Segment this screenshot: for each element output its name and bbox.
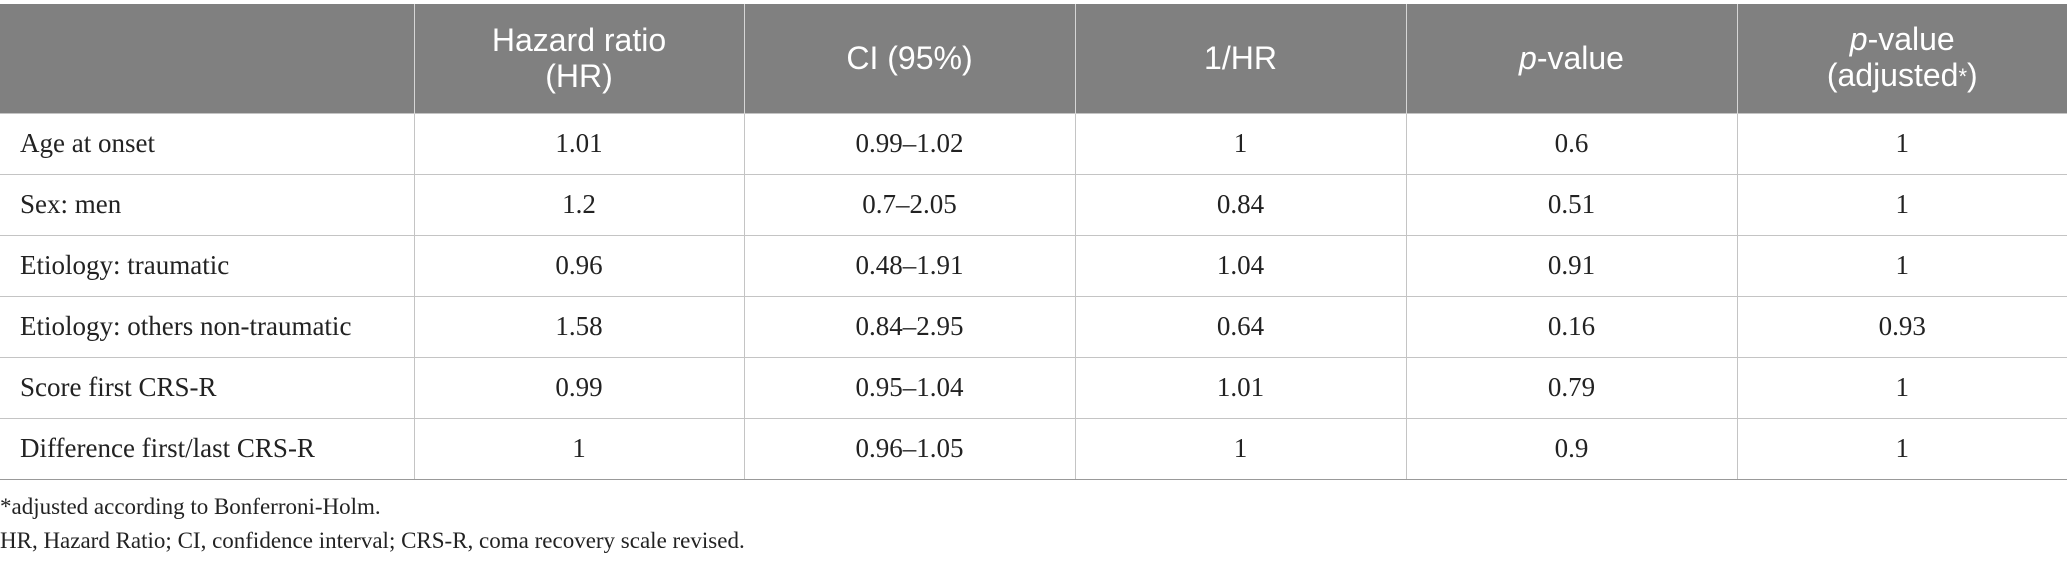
cell-p-adjusted: 1 — [1736, 356, 2067, 419]
header-p-adj-italic: p — [1849, 21, 1868, 58]
cell-p-adjusted: 0.93 — [1736, 295, 2067, 358]
cell-ci: 0.84–2.95 — [743, 295, 1076, 358]
cell-p-value: 0.91 — [1405, 234, 1738, 297]
cell-p-adjusted: 1 — [1736, 234, 2067, 297]
header-p-value-italic: p — [1519, 40, 1537, 77]
header-inverse-hr: 1/HR — [1074, 4, 1407, 113]
cell-p-adjusted: 1 — [1736, 173, 2067, 236]
cell-p-value: 0.16 — [1405, 295, 1738, 358]
row-label: Sex: men — [0, 173, 415, 236]
header-inverse-hr-label: 1/HR — [1204, 40, 1277, 77]
header-ci-label: CI (95%) — [846, 40, 973, 77]
header-p-adj-close: ) — [1967, 57, 1978, 94]
header-hazard-ratio: Hazard ratio (HR) — [413, 4, 745, 113]
row-label: Etiology: traumatic — [0, 234, 415, 297]
cell-hr: 1.2 — [413, 173, 745, 236]
hazard-ratio-table: Hazard ratio (HR) CI (95%) 1/HR p-value … — [0, 4, 2067, 480]
cell-p-adjusted: 1 — [1736, 417, 2067, 480]
cell-inverse-hr: 0.84 — [1074, 173, 1407, 236]
cell-inverse-hr: 0.64 — [1074, 295, 1407, 358]
table-row: Age at onset 1.01 0.99–1.02 1 0.6 1 — [0, 112, 2067, 175]
cell-hr: 1.01 — [413, 112, 745, 175]
header-variable — [0, 4, 415, 113]
cell-p-adjusted: 1 — [1736, 112, 2067, 175]
header-hazard-ratio-line2: (HR) — [545, 58, 613, 95]
header-p-adj-asterisk: * — [1958, 64, 1968, 90]
cell-ci: 0.48–1.91 — [743, 234, 1076, 297]
header-hazard-ratio-line1: Hazard ratio — [491, 22, 667, 59]
footnote-adjusted: *adjusted according to Bonferroni-Holm. — [0, 494, 381, 519]
cell-ci: 0.99–1.02 — [743, 112, 1076, 175]
table-footnotes: *adjusted according to Bonferroni-Holm. … — [0, 490, 745, 558]
cell-hr: 0.96 — [413, 234, 745, 297]
table-row: Etiology: traumatic 0.96 0.48–1.91 1.04 … — [0, 234, 2067, 297]
cell-ci: 0.7–2.05 — [743, 173, 1076, 236]
row-label: Difference first/last CRS-R — [0, 417, 415, 480]
cell-inverse-hr: 1.01 — [1074, 356, 1407, 419]
header-p-value-adjusted: p-value (adjusted*) — [1736, 4, 2067, 113]
cell-inverse-hr: 1 — [1074, 112, 1407, 175]
cell-hr: 1.58 — [413, 295, 745, 358]
row-label: Age at onset — [0, 112, 415, 175]
cell-hr: 0.99 — [413, 356, 745, 419]
table-header: Hazard ratio (HR) CI (95%) 1/HR p-value … — [0, 4, 2067, 113]
cell-p-value: 0.6 — [1405, 112, 1738, 175]
table-row: Score first CRS-R 0.99 0.95–1.04 1.01 0.… — [0, 356, 2067, 419]
cell-ci: 0.95–1.04 — [743, 356, 1076, 419]
row-label: Score first CRS-R — [0, 356, 415, 419]
cell-p-value: 0.9 — [1405, 417, 1738, 480]
cell-ci: 0.96–1.05 — [743, 417, 1076, 480]
cell-inverse-hr: 1.04 — [1074, 234, 1407, 297]
header-p-value-label: -value — [1536, 40, 1624, 77]
cell-p-value: 0.51 — [1405, 173, 1738, 236]
footnote-abbreviations: HR, Hazard Ratio; CI, confidence interva… — [0, 528, 745, 553]
header-p-adj-label: -value — [1867, 21, 1955, 58]
header-p-adj-sub: (adjusted — [1826, 57, 1959, 94]
table-row: Sex: men 1.2 0.7–2.05 0.84 0.51 1 — [0, 173, 2067, 236]
cell-p-value: 0.79 — [1405, 356, 1738, 419]
header-p-value: p-value — [1405, 4, 1738, 113]
table-row: Etiology: others non-traumatic 1.58 0.84… — [0, 295, 2067, 358]
row-label: Etiology: others non-traumatic — [0, 295, 415, 358]
table-body: Age at onset 1.01 0.99–1.02 1 0.6 1 Sex:… — [0, 112, 2067, 480]
header-ci: CI (95%) — [743, 4, 1076, 113]
table-row: Difference first/last CRS-R 1 0.96–1.05 … — [0, 417, 2067, 480]
cell-inverse-hr: 1 — [1074, 417, 1407, 480]
cell-hr: 1 — [413, 417, 745, 480]
header-row: Hazard ratio (HR) CI (95%) 1/HR p-value … — [0, 4, 2067, 113]
